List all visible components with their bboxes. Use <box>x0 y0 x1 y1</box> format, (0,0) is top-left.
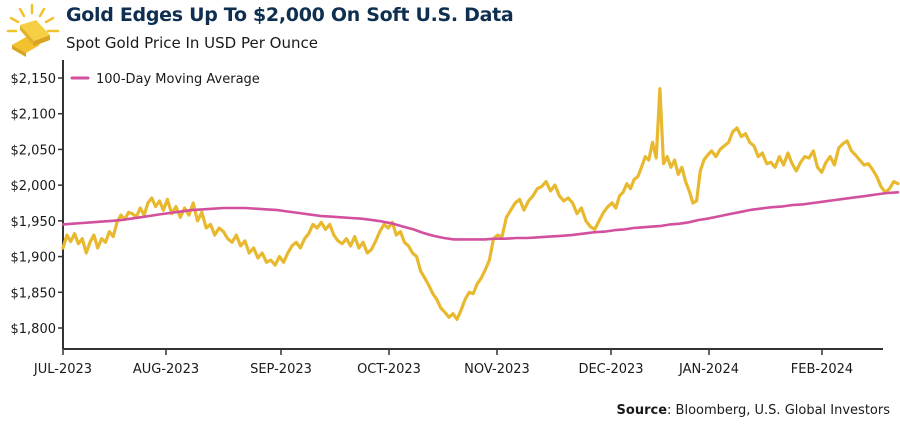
y-tick-label: $1,800 <box>11 322 57 337</box>
gold-bars-icon <box>6 3 60 57</box>
y-tick-label: $1,850 <box>11 286 57 301</box>
x-axis: JUL-2023 AUG-2023 SEP-2023 OCT-2023 NOV-2023… <box>33 348 883 377</box>
gold-price-line <box>61 87 900 321</box>
y-tick-label: $1,900 <box>11 251 57 266</box>
x-tick-label: DEC-2023 <box>578 362 643 377</box>
source-note: Source: Bloomberg, U.S. Global Investors <box>617 403 890 418</box>
x-tick-label: AUG-2023 <box>133 362 199 377</box>
y-tick-label: $1,950 <box>11 215 57 230</box>
legend: 100-Day Moving Average <box>70 72 260 87</box>
chart-subtitle: Spot Gold Price In USD Per Ounce <box>66 34 318 52</box>
sun-rays <box>6 3 60 33</box>
source-label: Source <box>616 403 668 418</box>
x-tick-label: NOV-2023 <box>464 362 530 377</box>
chart-title: Gold Edges Up To $2,000 On Soft U.S. Dat… <box>66 4 514 26</box>
legend-label-moving-average: 100-Day Moving Average <box>96 72 260 87</box>
x-tick-label: FEB-2024 <box>791 362 853 377</box>
x-tick-label: JUL-2023 <box>33 362 92 377</box>
source-text: : Bloomberg, U.S. Global Investors <box>667 403 890 418</box>
y-tick-label: $2,050 <box>11 143 57 158</box>
x-tick-label: JAN-2024 <box>678 362 739 377</box>
x-tick-label: OCT-2023 <box>357 362 421 377</box>
y-tick-label: $2,150 <box>11 72 57 87</box>
series-group <box>61 87 900 321</box>
y-tick-label: $2,100 <box>11 108 57 123</box>
x-tick-label: SEP-2023 <box>250 362 312 377</box>
moving-average-line <box>61 191 900 241</box>
bars <box>12 20 50 57</box>
y-tick-label: $2,000 <box>11 179 57 194</box>
y-axis: $1,800 $1,850 $1,900 $1,950 $2,000 $2,050 $2,1… <box>11 60 64 349</box>
